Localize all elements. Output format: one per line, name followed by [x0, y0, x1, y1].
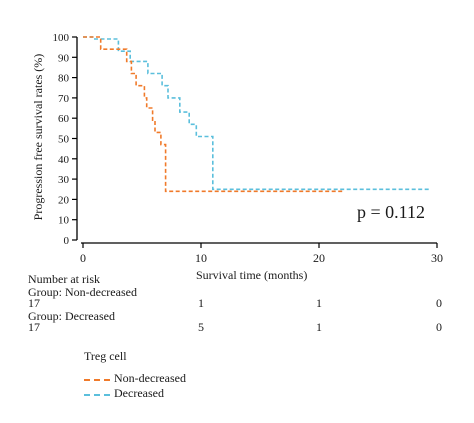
y-tick-label: 0	[64, 235, 70, 247]
risk-group-label-decreased: Group: Decreased	[28, 309, 115, 323]
risk-count: 1	[198, 296, 204, 310]
y-tick-label: 40	[58, 154, 70, 166]
legend-swatch-non-decreased	[84, 379, 110, 381]
y-tick-label: 100	[53, 32, 70, 44]
risk-count: 0	[436, 320, 442, 334]
legend-label-non-decreased: Non-decreased	[114, 371, 186, 385]
y-tick-label: 10	[58, 215, 70, 227]
x-tick-label: 10	[195, 251, 207, 265]
risk-count: 17	[28, 296, 40, 310]
x-tick-label: 30	[431, 251, 443, 265]
risk-group-label-non-decreased: Group: Non-decreased	[28, 285, 137, 299]
y-tick-label: 60	[58, 113, 70, 125]
y-tick-label: 30	[58, 174, 70, 186]
risk-count: 17	[28, 320, 40, 334]
legend-title: Treg cell	[84, 349, 127, 363]
risk-count: 1	[316, 296, 322, 310]
p-value-annotation: p = 0.112	[357, 202, 425, 222]
y-tick-label: 50	[58, 134, 70, 146]
x-tick-label: 20	[313, 251, 325, 265]
y-axis-label: Progression free survival rates (%)	[31, 54, 45, 221]
y-tick-label: 70	[58, 93, 70, 105]
y-tick-label: 20	[58, 194, 70, 206]
risk-count: 0	[436, 296, 442, 310]
survival-curves	[83, 36, 432, 193]
y-axis-ticks: 0 10 20 30 40 50 60 70 80 90 100	[53, 32, 77, 247]
y-tick-label: 90	[58, 52, 70, 64]
legend-label-decreased: Decreased	[114, 386, 164, 400]
series-line-decreased	[83, 36, 432, 191]
x-tick-label: 0	[80, 251, 86, 265]
legend-swatch-decreased	[84, 394, 110, 396]
x-axis-label: Survival time (months)	[196, 268, 308, 282]
y-tick-label: 80	[58, 73, 70, 85]
risk-count: 1	[316, 320, 322, 334]
x-axis-ticks: 0 10 20 30	[80, 243, 443, 265]
number-at-risk-title: Number at risk	[28, 272, 100, 286]
risk-count: 5	[198, 320, 204, 334]
series-line-non-decreased	[83, 36, 343, 193]
